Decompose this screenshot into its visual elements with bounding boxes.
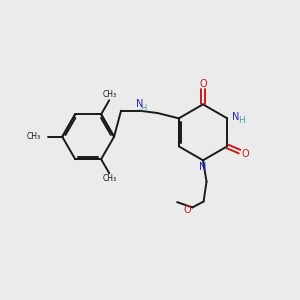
Text: O: O [183, 205, 191, 215]
Text: CH₃: CH₃ [27, 132, 41, 141]
Text: N: N [136, 99, 143, 109]
Text: O: O [199, 79, 207, 89]
Text: O: O [241, 149, 249, 159]
Text: H: H [238, 116, 245, 125]
Text: N: N [232, 112, 239, 122]
Text: N: N [199, 162, 207, 172]
Text: CH₃: CH₃ [103, 174, 117, 183]
Text: CH₃: CH₃ [103, 91, 117, 100]
Text: H: H [140, 104, 146, 113]
